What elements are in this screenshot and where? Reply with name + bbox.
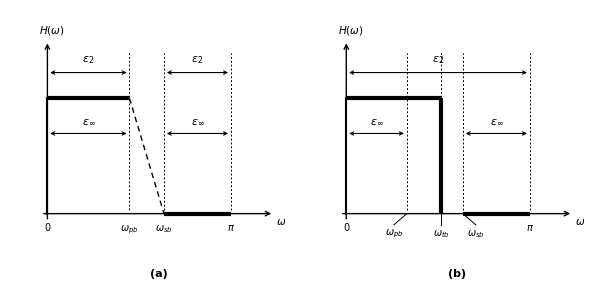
Text: $\omega_{sb}$: $\omega_{sb}$ bbox=[467, 228, 485, 240]
Text: $\varepsilon_\infty$: $\varepsilon_\infty$ bbox=[370, 117, 383, 127]
Text: $\omega$: $\omega$ bbox=[276, 217, 287, 227]
Text: 0: 0 bbox=[343, 223, 350, 233]
Text: $\omega_{pb}$: $\omega_{pb}$ bbox=[120, 223, 138, 236]
Text: $\omega_{sb}$: $\omega_{sb}$ bbox=[155, 223, 173, 235]
Text: (b): (b) bbox=[448, 269, 467, 279]
Text: $\varepsilon_\infty$: $\varepsilon_\infty$ bbox=[82, 117, 95, 127]
Text: $\omega_{pb}$: $\omega_{pb}$ bbox=[384, 228, 403, 241]
Text: $\varepsilon_2$: $\varepsilon_2$ bbox=[432, 54, 444, 66]
Text: $\pi$: $\pi$ bbox=[526, 223, 534, 233]
Text: $\pi$: $\pi$ bbox=[227, 223, 235, 233]
Text: $\varepsilon_2$: $\varepsilon_2$ bbox=[192, 54, 204, 66]
Text: $\varepsilon_\infty$: $\varepsilon_\infty$ bbox=[490, 117, 503, 127]
Text: $H(\omega)$: $H(\omega)$ bbox=[338, 24, 364, 37]
Text: $\varepsilon_2$: $\varepsilon_2$ bbox=[82, 54, 95, 66]
Text: $\omega$: $\omega$ bbox=[575, 217, 586, 227]
Text: (a): (a) bbox=[149, 269, 168, 279]
Text: $\omega_{tb}$: $\omega_{tb}$ bbox=[433, 228, 450, 240]
Text: $\varepsilon_\infty$: $\varepsilon_\infty$ bbox=[191, 117, 204, 127]
Text: $H(\omega)$: $H(\omega)$ bbox=[39, 24, 65, 37]
Text: 0: 0 bbox=[45, 223, 51, 233]
